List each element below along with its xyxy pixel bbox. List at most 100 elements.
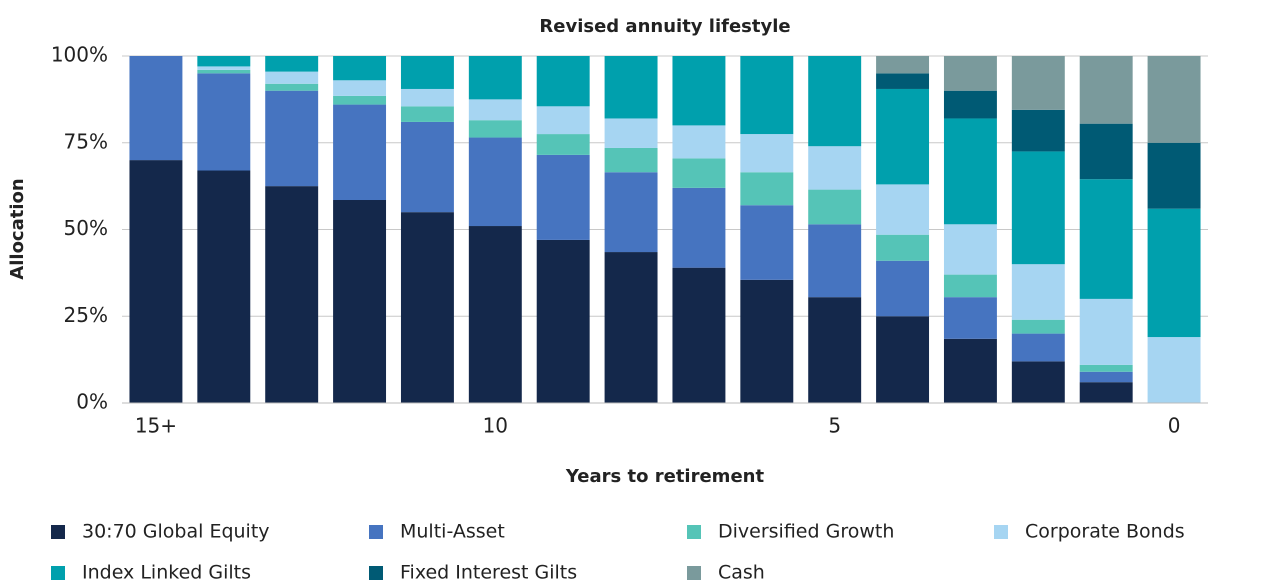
bar-segment xyxy=(876,260,930,317)
bar-segment xyxy=(536,106,590,135)
bar-segment xyxy=(876,234,930,261)
bar-segment xyxy=(197,170,251,403)
bar-segment xyxy=(468,56,522,100)
bar-segment xyxy=(1079,56,1133,124)
bar-segment xyxy=(1079,382,1133,403)
bar-segment xyxy=(1079,371,1133,383)
bar-segment xyxy=(808,224,862,298)
bar-segment xyxy=(740,56,794,135)
legend-label: Cash xyxy=(718,562,765,584)
bar-segment xyxy=(943,56,997,91)
bar-segment xyxy=(1011,56,1065,110)
bar-segment xyxy=(265,83,319,91)
y-tick-label: 25% xyxy=(64,303,108,327)
bar-segment xyxy=(943,338,997,403)
legend-label: Multi-Asset xyxy=(400,521,505,543)
chart-title: Revised annuity lifestyle xyxy=(539,16,790,37)
legend-swatch xyxy=(687,566,701,580)
legend-swatch xyxy=(994,525,1008,539)
bar-segment xyxy=(808,56,862,147)
bar-segment xyxy=(400,88,454,107)
bar-segment xyxy=(1147,142,1201,209)
x-axis-title: Years to retirement xyxy=(565,466,765,487)
bar-segment xyxy=(672,158,726,188)
bar-segment xyxy=(943,297,997,339)
bar-segment xyxy=(876,56,930,74)
bar-segment xyxy=(265,71,319,84)
bar-segment xyxy=(740,279,794,403)
y-tick-label: 0% xyxy=(76,390,108,414)
bar-segment xyxy=(129,56,183,161)
bar-segment xyxy=(265,186,319,403)
bar-segment xyxy=(129,160,183,403)
bar-segment xyxy=(1079,123,1133,180)
bar-segment xyxy=(1079,179,1133,299)
legend-swatch xyxy=(51,566,65,580)
bar-segment xyxy=(468,99,522,121)
bar-segment xyxy=(943,90,997,119)
bar-segment xyxy=(536,56,590,107)
bar-segment xyxy=(400,212,454,403)
bar-segment xyxy=(468,226,522,403)
bar-segment xyxy=(740,134,794,173)
bar-segment xyxy=(876,73,930,89)
bar-segment xyxy=(808,297,862,403)
bar-segment xyxy=(197,56,251,67)
bar-segment xyxy=(604,56,658,119)
legend-swatch xyxy=(369,566,383,580)
legend-swatch xyxy=(369,525,383,539)
y-tick-label: 100% xyxy=(51,43,108,67)
legend-label: Corporate Bonds xyxy=(1025,521,1185,543)
y-tick-label: 50% xyxy=(64,216,108,240)
x-tick-label: 15+ xyxy=(135,414,177,438)
bar-segment xyxy=(604,118,658,148)
bar-segment xyxy=(1079,298,1133,365)
bar-segment xyxy=(740,205,794,280)
bar-segment xyxy=(672,125,726,159)
legend-label: Index Linked Gilts xyxy=(82,562,251,584)
bar-segment xyxy=(604,252,658,403)
bar-segment xyxy=(536,154,590,240)
bar-segment xyxy=(1147,337,1201,403)
bar-segment xyxy=(265,56,319,72)
bar-segment xyxy=(536,134,590,155)
bar-segment xyxy=(468,137,522,227)
bar-segment xyxy=(1147,56,1201,143)
bar-segment xyxy=(1079,364,1133,372)
legend-label: 30:70 Global Equity xyxy=(82,521,270,543)
bar-segment xyxy=(943,274,997,298)
bar-segment xyxy=(197,69,251,74)
bar-segment xyxy=(333,95,387,105)
bar-segment xyxy=(808,146,862,190)
bar-segment xyxy=(604,172,658,253)
bar-segment xyxy=(468,120,522,138)
bar-segment xyxy=(1011,319,1065,334)
y-tick-label: 75% xyxy=(64,129,108,153)
x-tick-label: 0 xyxy=(1168,414,1181,438)
x-tick-label: 10 xyxy=(483,414,508,438)
bar-segment xyxy=(604,147,658,173)
bar-segment xyxy=(333,80,387,96)
bar-segment xyxy=(197,66,251,70)
bar-segment xyxy=(1011,333,1065,362)
bar-segment xyxy=(1011,361,1065,403)
bar-segment xyxy=(1011,264,1065,320)
legend-label: Fixed Interest Gilts xyxy=(400,562,577,584)
bar-segment xyxy=(1011,109,1065,152)
legend-swatch xyxy=(687,525,701,539)
bar-segment xyxy=(1011,151,1065,265)
x-tick-label: 5 xyxy=(828,414,841,438)
bar-segment xyxy=(536,239,590,403)
bar-segment xyxy=(876,316,930,403)
bar-segment xyxy=(333,56,387,81)
bar-segment xyxy=(1147,208,1201,338)
legend-swatch xyxy=(51,525,65,539)
bar-segment xyxy=(333,104,387,201)
bar-segment xyxy=(400,56,454,89)
legend-label: Diversified Growth xyxy=(718,521,894,543)
bar-segment xyxy=(876,184,930,235)
bar-segment xyxy=(197,73,251,171)
bar-segment xyxy=(808,189,862,225)
